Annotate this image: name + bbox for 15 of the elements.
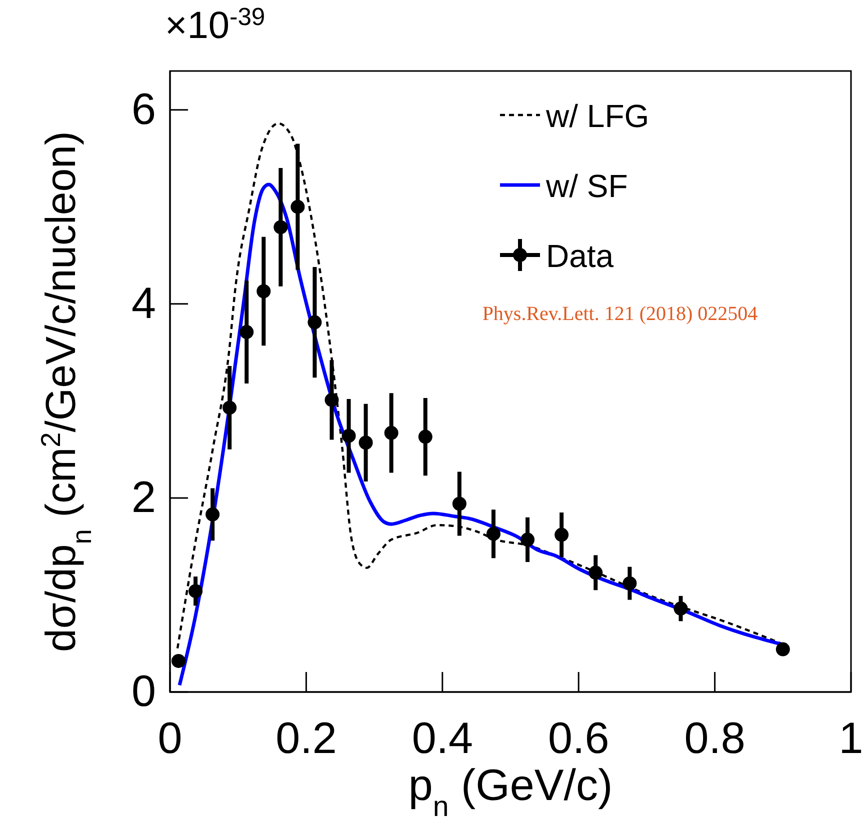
x-tick-label: 0.4 xyxy=(412,714,473,764)
legend-label: Data xyxy=(546,238,614,274)
x-tick-label: 1 xyxy=(838,714,864,764)
legend-label: w/ SF xyxy=(545,168,628,204)
x-tick-label: 0.8 xyxy=(684,714,746,764)
x-axis-title: p$_{n}$ (GeV/c) xyxy=(408,761,613,823)
legend-label: w/ LFG xyxy=(545,98,650,134)
y-tick-label: 6 xyxy=(132,84,156,134)
y-tick-label: 4 xyxy=(132,278,156,328)
text: ×10$^{-39}$ xyxy=(165,4,266,47)
y-tick-label: 2 xyxy=(132,473,156,522)
x-tick-label: 0.6 xyxy=(548,714,610,764)
x-tick-label: 0.2 xyxy=(276,714,337,764)
annotation: Phys.Rev.Lett. 121 (2018) 022504 xyxy=(482,303,758,325)
y-tick-label: 0 xyxy=(132,667,156,716)
